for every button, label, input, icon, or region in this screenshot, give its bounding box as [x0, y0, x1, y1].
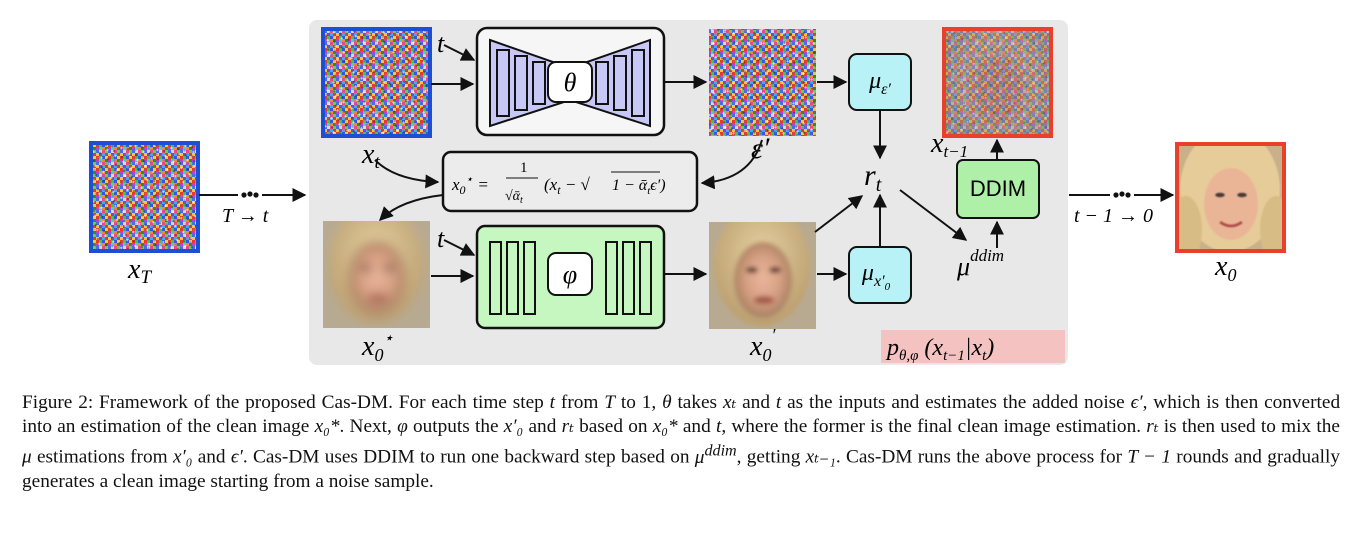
svg-text:(xt − √: (xt − √: [544, 175, 591, 197]
xT-noise-image: [89, 141, 200, 253]
mu-x0-box: μx′0: [848, 246, 912, 304]
arrow-t1-to-0: [1069, 188, 1175, 202]
x0-prime-face-image: [709, 222, 816, 329]
svg-text:1: 1: [520, 160, 528, 176]
svg-text:θ: θ: [564, 68, 577, 97]
theta-network: θ: [475, 26, 666, 137]
x0-final-face-image: [1175, 142, 1286, 253]
svg-text:1 − ᾱtϵ′): 1 − ᾱtϵ′): [612, 177, 666, 197]
p-theta-phi-label: pθ,φ (xt−1|xt): [881, 330, 1065, 364]
svg-text:DDIM: DDIM: [970, 176, 1026, 201]
svg-text:√ᾱt: √ᾱt: [505, 189, 523, 206]
arrow-T-to-t: [199, 188, 307, 202]
t1-to-0-label: t − 1 → 0: [1074, 205, 1153, 227]
xT-label: xT: [127, 254, 152, 288]
t-input-top-label: t: [437, 29, 445, 58]
figure-caption: Figure 2: Framework of the proposed Cas-…: [22, 392, 1341, 493]
eps-noise-image: [709, 29, 816, 136]
mu-eps-box: με′: [848, 53, 912, 111]
x0-final-label: x0: [1214, 251, 1236, 285]
phi-network: φ: [475, 224, 666, 330]
xt-noise-image: [321, 27, 432, 138]
t-input-bottom-label: t: [437, 224, 445, 253]
framework-diagram: xT T → t xt t θ: [89, 20, 1286, 365]
ddim-box: DDIM: [956, 159, 1040, 219]
eps-prime-label: ε′: [751, 132, 770, 165]
xt-minus-1-image: [942, 27, 1053, 138]
formula-box: x0⋆ = 1 √ᾱt (xt − √ 1 − ᾱtϵ′): [441, 150, 699, 213]
svg-text:φ: φ: [563, 260, 577, 289]
x0-star-face-image: [323, 221, 430, 328]
T-to-t-label: T → t: [222, 205, 269, 227]
